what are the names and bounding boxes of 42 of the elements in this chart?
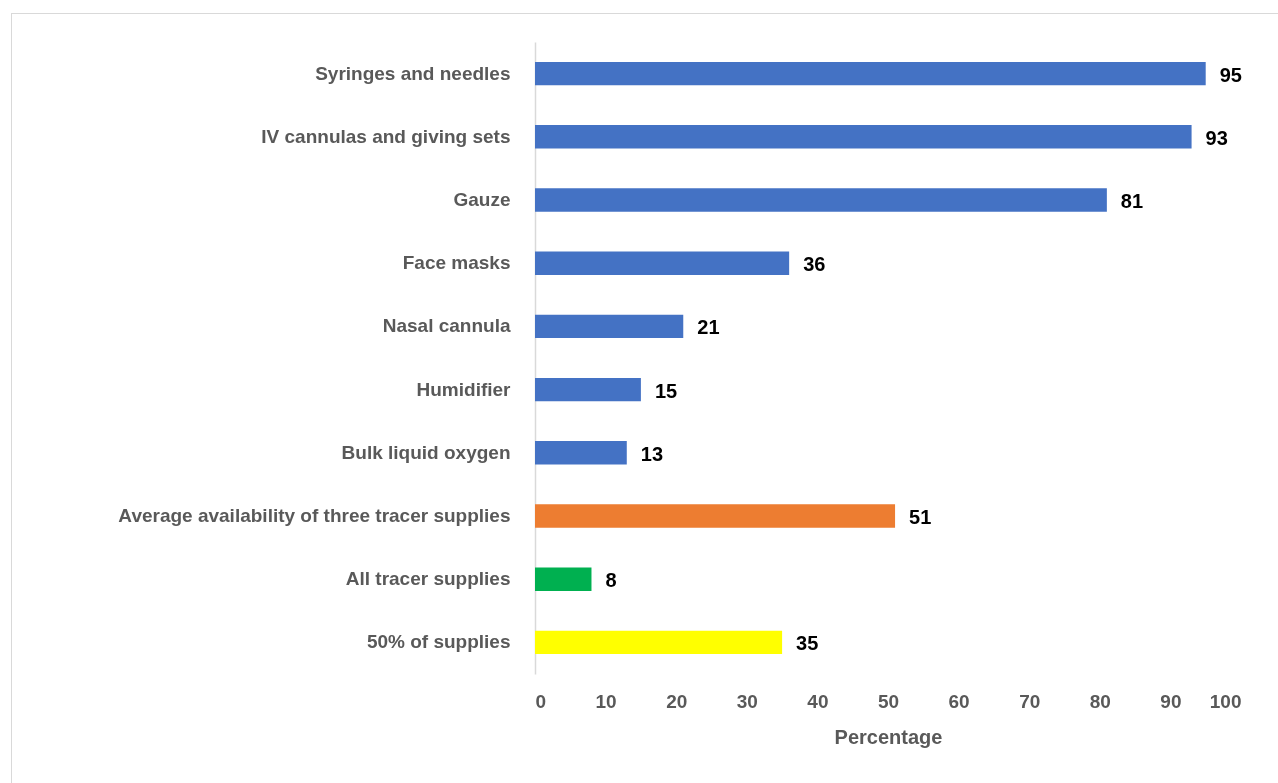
x-tick-label: 30 bbox=[736, 690, 758, 712]
x-tick-label: 40 bbox=[807, 690, 829, 712]
y-tick-label: Bulk liquid oxygen bbox=[341, 441, 511, 463]
data-label: 51 bbox=[909, 506, 932, 528]
x-tick-label: 0 bbox=[535, 690, 547, 712]
bar bbox=[535, 188, 1107, 212]
data-label: 21 bbox=[697, 316, 720, 339]
y-tick-label: All tracer supplies bbox=[345, 568, 511, 590]
bar bbox=[535, 314, 684, 339]
x-tick-label: 70 bbox=[1019, 690, 1041, 712]
y-tick-label: Syringes and needles bbox=[315, 62, 511, 84]
data-label: 8 bbox=[605, 569, 617, 592]
y-tick-label: Average availability of three tracer supplies bbox=[118, 505, 511, 526]
data-label: 35 bbox=[796, 632, 819, 655]
bar bbox=[535, 567, 592, 591]
bar bbox=[535, 441, 627, 465]
data-label: 81 bbox=[1120, 190, 1144, 212]
x-tick-label: 20 bbox=[666, 690, 688, 712]
x-tick-label: 60 bbox=[948, 690, 970, 712]
bar bbox=[535, 504, 896, 528]
x-tick-label: 90 bbox=[1160, 690, 1182, 712]
x-tick-label: 100 bbox=[1209, 690, 1242, 712]
data-label: 95 bbox=[1219, 63, 1242, 86]
data-label: 13 bbox=[640, 442, 664, 465]
y-tick-label: Nasal cannula bbox=[382, 315, 511, 337]
x-tick-label: 50 bbox=[877, 690, 900, 712]
y-tick-label: Gauze bbox=[453, 189, 511, 210]
data-label: 15 bbox=[654, 379, 678, 402]
y-tick-label: 50% of supplies bbox=[366, 631, 511, 653]
data-label: 93 bbox=[1205, 126, 1228, 149]
bar bbox=[535, 125, 1192, 149]
bar bbox=[535, 377, 641, 402]
data-label: 36 bbox=[803, 253, 826, 276]
x-tick-label: 10 bbox=[595, 690, 617, 712]
bar bbox=[535, 61, 1206, 86]
bar bbox=[535, 630, 783, 655]
x-axis-title: Percentage bbox=[834, 725, 943, 748]
y-tick-label: IV cannulas and giving sets bbox=[261, 125, 511, 147]
y-tick-label: Face masks bbox=[402, 252, 511, 274]
x-tick-label: 80 bbox=[1089, 690, 1111, 712]
y-tick-label: Humidifier bbox=[416, 378, 512, 400]
bar bbox=[535, 251, 790, 275]
